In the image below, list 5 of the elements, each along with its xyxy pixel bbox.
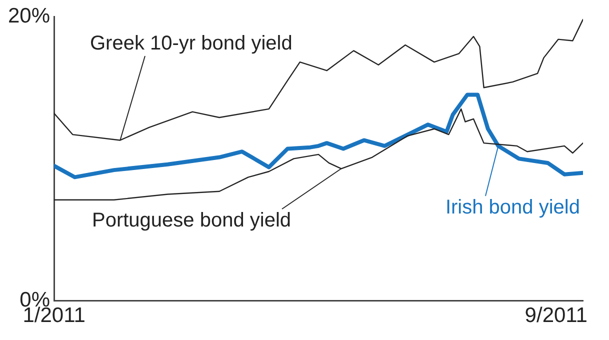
series-label: Greek 10-yr bond yield [90, 32, 292, 55]
series-label: Portuguese bond yield [92, 210, 292, 232]
series-label: Irish bond yield [445, 196, 580, 219]
x-tick-label: 9/2011 [524, 304, 588, 328]
y-tick-label: 20% [8, 4, 50, 28]
